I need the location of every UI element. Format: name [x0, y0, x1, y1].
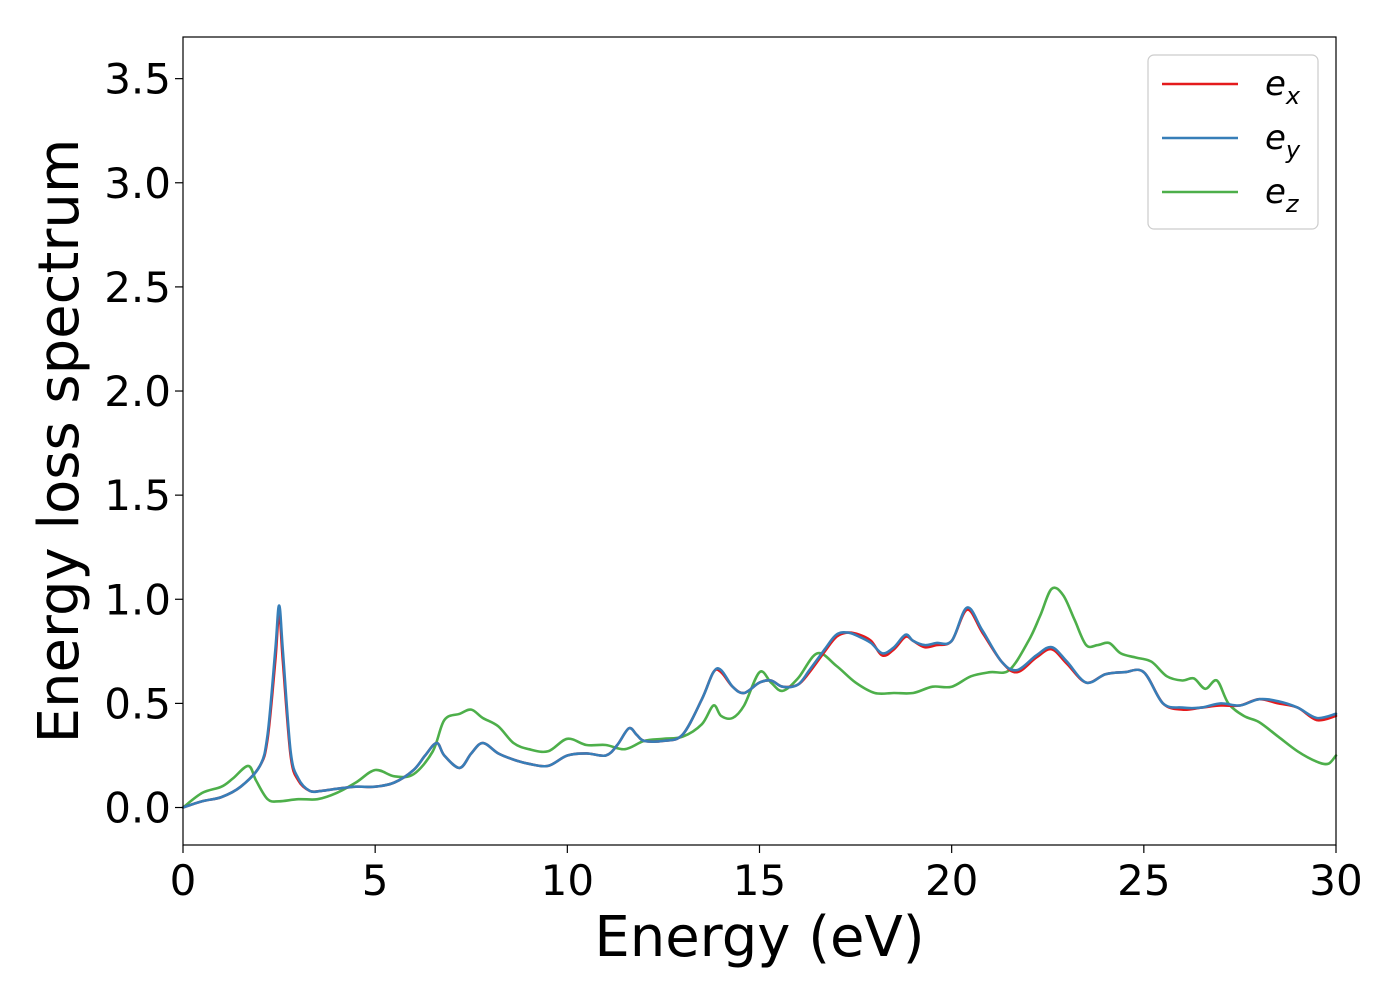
legend-label-y: ey: [1265, 118, 1301, 164]
legend-label-base: e: [1265, 118, 1286, 158]
legend-label-base: e: [1265, 64, 1286, 104]
x-tick-label: 20: [925, 856, 978, 905]
series-line-y: [181, 604, 1338, 809]
y-tick-label: 1.5: [104, 471, 171, 520]
y-tick-label: 2.0: [104, 367, 171, 416]
y-tick-label: 3.5: [104, 55, 171, 104]
legend-label-subscript: x: [1285, 82, 1301, 110]
legend-label-subscript: z: [1285, 190, 1300, 218]
series-layer: [181, 586, 1338, 809]
legend-box: [1147, 54, 1319, 230]
y-tick-label: 1.0: [104, 575, 171, 624]
legend-label-z: ez: [1265, 172, 1300, 218]
x-tick-label: 15: [733, 856, 786, 905]
x-tick-label: 25: [1117, 856, 1170, 905]
legend-label-base: e: [1265, 172, 1286, 212]
y-tick-label: 3.0: [104, 159, 171, 208]
legend-label-x: ex: [1265, 64, 1301, 110]
legend-label-subscript: y: [1285, 136, 1301, 164]
y-tick-label: 0.0: [104, 784, 171, 833]
y-axis-title: Energy loss spectrum: [27, 139, 92, 744]
y-axis: 0.0 0.5 1.0 1.5 2.0 2.5 3.0 3.5: [104, 55, 183, 833]
x-axis-title: Energy (eV): [594, 905, 924, 970]
x-tick-label: 30: [1309, 856, 1362, 905]
y-tick-label: 0.5: [104, 679, 171, 728]
x-tick-label: 5: [362, 856, 389, 905]
y-tick-label: 2.5: [104, 263, 171, 312]
x-tick-label: 0: [170, 856, 197, 905]
x-tick-label: 10: [541, 856, 594, 905]
x-axis: 0 5 10 15 20 25 30: [170, 845, 1363, 905]
series-line-z: [181, 586, 1338, 809]
